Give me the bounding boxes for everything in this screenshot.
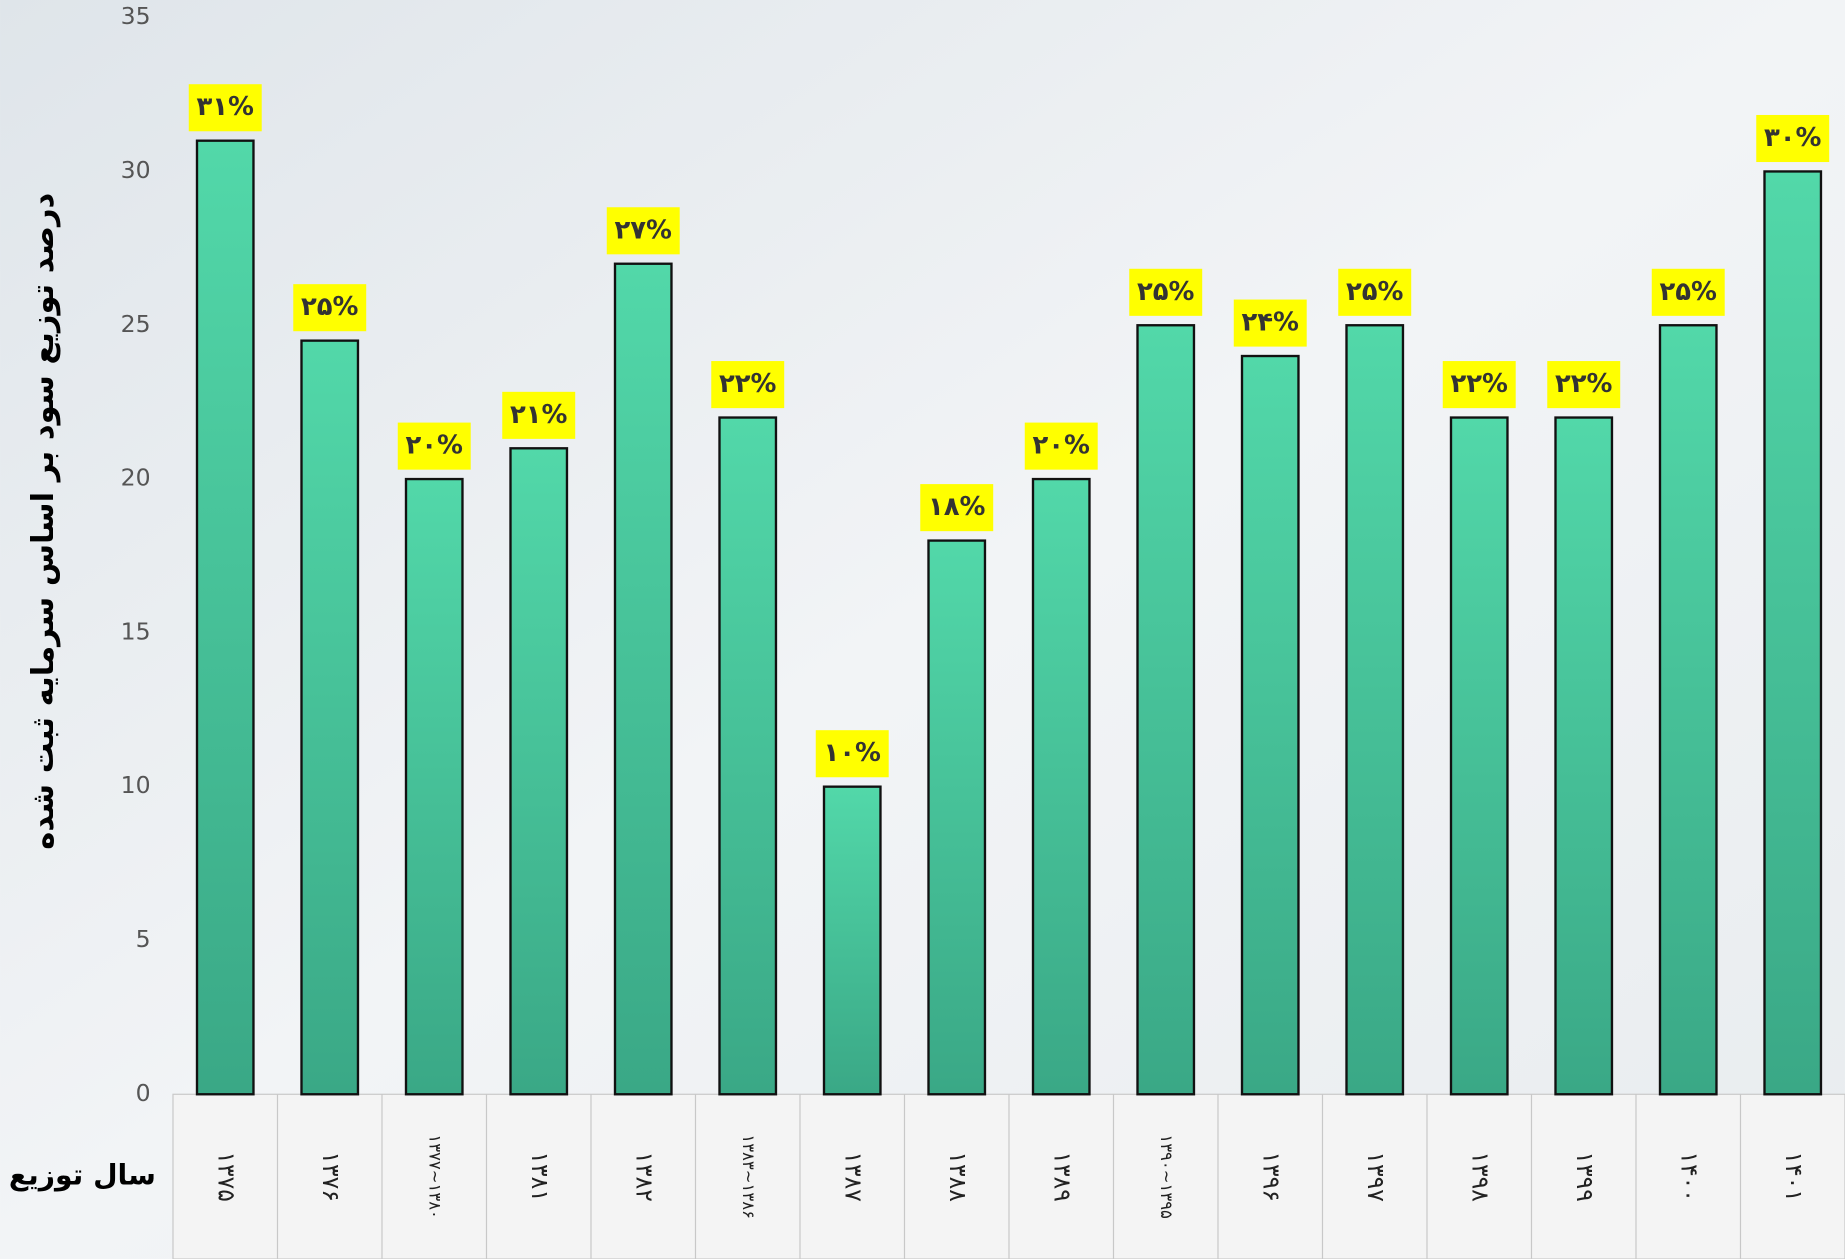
value-label: ۳۰% <box>1764 123 1822 153</box>
y-tick-label: 10 <box>121 771 151 799</box>
x-tick-label: ۱۳۸۳~۱۳۸۶ <box>739 1134 758 1219</box>
x-tick-label: ۱۳۹۰~۱۳۹۵ <box>1157 1134 1176 1219</box>
bar <box>406 479 462 1094</box>
value-label: ۱۸% <box>928 492 986 522</box>
x-tick-label: ۱۴۰۰ <box>1676 1151 1704 1202</box>
y-tick-label: 0 <box>136 1079 151 1107</box>
value-label: ۲۲% <box>1450 369 1508 399</box>
value-label: ۲۴% <box>1241 308 1299 338</box>
value-label: ۲۷% <box>614 215 672 245</box>
value-label: ۲۲% <box>1555 369 1613 399</box>
bar <box>615 264 671 1095</box>
value-label: ۲۵% <box>1659 277 1717 307</box>
value-label: ۲۲% <box>719 369 777 399</box>
x-tick-label: ۱۴۰۱ <box>1780 1151 1808 1202</box>
bar <box>1660 325 1716 1094</box>
x-tick-label: ۱۳۹۶ <box>1258 1151 1286 1202</box>
x-tick-label: ۱۳۹۷ <box>1362 1151 1390 1202</box>
x-tick-label: ۱۳۸۱ <box>526 1151 554 1202</box>
bar <box>719 418 775 1095</box>
x-tick-label: ۱۳۹۹ <box>1571 1151 1599 1202</box>
y-tick-label: 35 <box>121 2 151 30</box>
chart: درصد توزیع سود بر اساس سرمایه ثبت شده سا… <box>0 0 1845 1259</box>
x-tick-label: ۱۳۸۲ <box>631 1151 659 1202</box>
x-tick-label: ۱۳۸۸ <box>944 1151 972 1202</box>
value-label: ۲۰% <box>1032 431 1090 461</box>
y-tick-label: 30 <box>121 156 151 184</box>
x-tick-label: ۱۳۸۷ <box>840 1151 868 1202</box>
x-tick-label: ۱۳۷۶ <box>317 1151 345 1202</box>
value-label: ۲۵% <box>1346 277 1404 307</box>
value-label: ۲۰% <box>405 431 463 461</box>
value-label: ۱۰% <box>823 738 881 768</box>
bar <box>197 141 253 1095</box>
value-label: ۲۵% <box>1137 277 1195 307</box>
bar <box>1137 325 1193 1094</box>
bar <box>928 541 984 1095</box>
bar <box>1346 325 1402 1094</box>
y-tick-label: 25 <box>121 310 151 338</box>
bar <box>510 448 566 1094</box>
y-axis-label: درصد توزیع سود بر اساس سرمایه ثبت شده <box>26 193 61 850</box>
bar <box>824 787 880 1095</box>
bar <box>1764 171 1820 1094</box>
x-tick-label: ۱۳۹۸ <box>1467 1151 1495 1202</box>
value-label: ۳۱% <box>196 92 254 122</box>
y-tick-label: 5 <box>136 925 151 953</box>
bar <box>301 341 357 1095</box>
x-axis-label: سال توزیع <box>9 1159 156 1192</box>
x-tick-label: ۱۳۷۷~۱۳۸۰ <box>426 1134 445 1219</box>
x-tick-label: ۱۳۷۵ <box>213 1151 241 1202</box>
value-label: ۲۱% <box>510 400 568 430</box>
bar <box>1242 356 1298 1094</box>
y-tick-label: 20 <box>121 464 151 492</box>
x-tick-label: ۱۳۸۹ <box>1049 1151 1077 1202</box>
bar <box>1033 479 1089 1094</box>
bar <box>1451 418 1507 1095</box>
bar <box>1555 418 1611 1095</box>
y-tick-label: 15 <box>121 617 151 645</box>
value-label: ۲۵% <box>301 292 359 322</box>
